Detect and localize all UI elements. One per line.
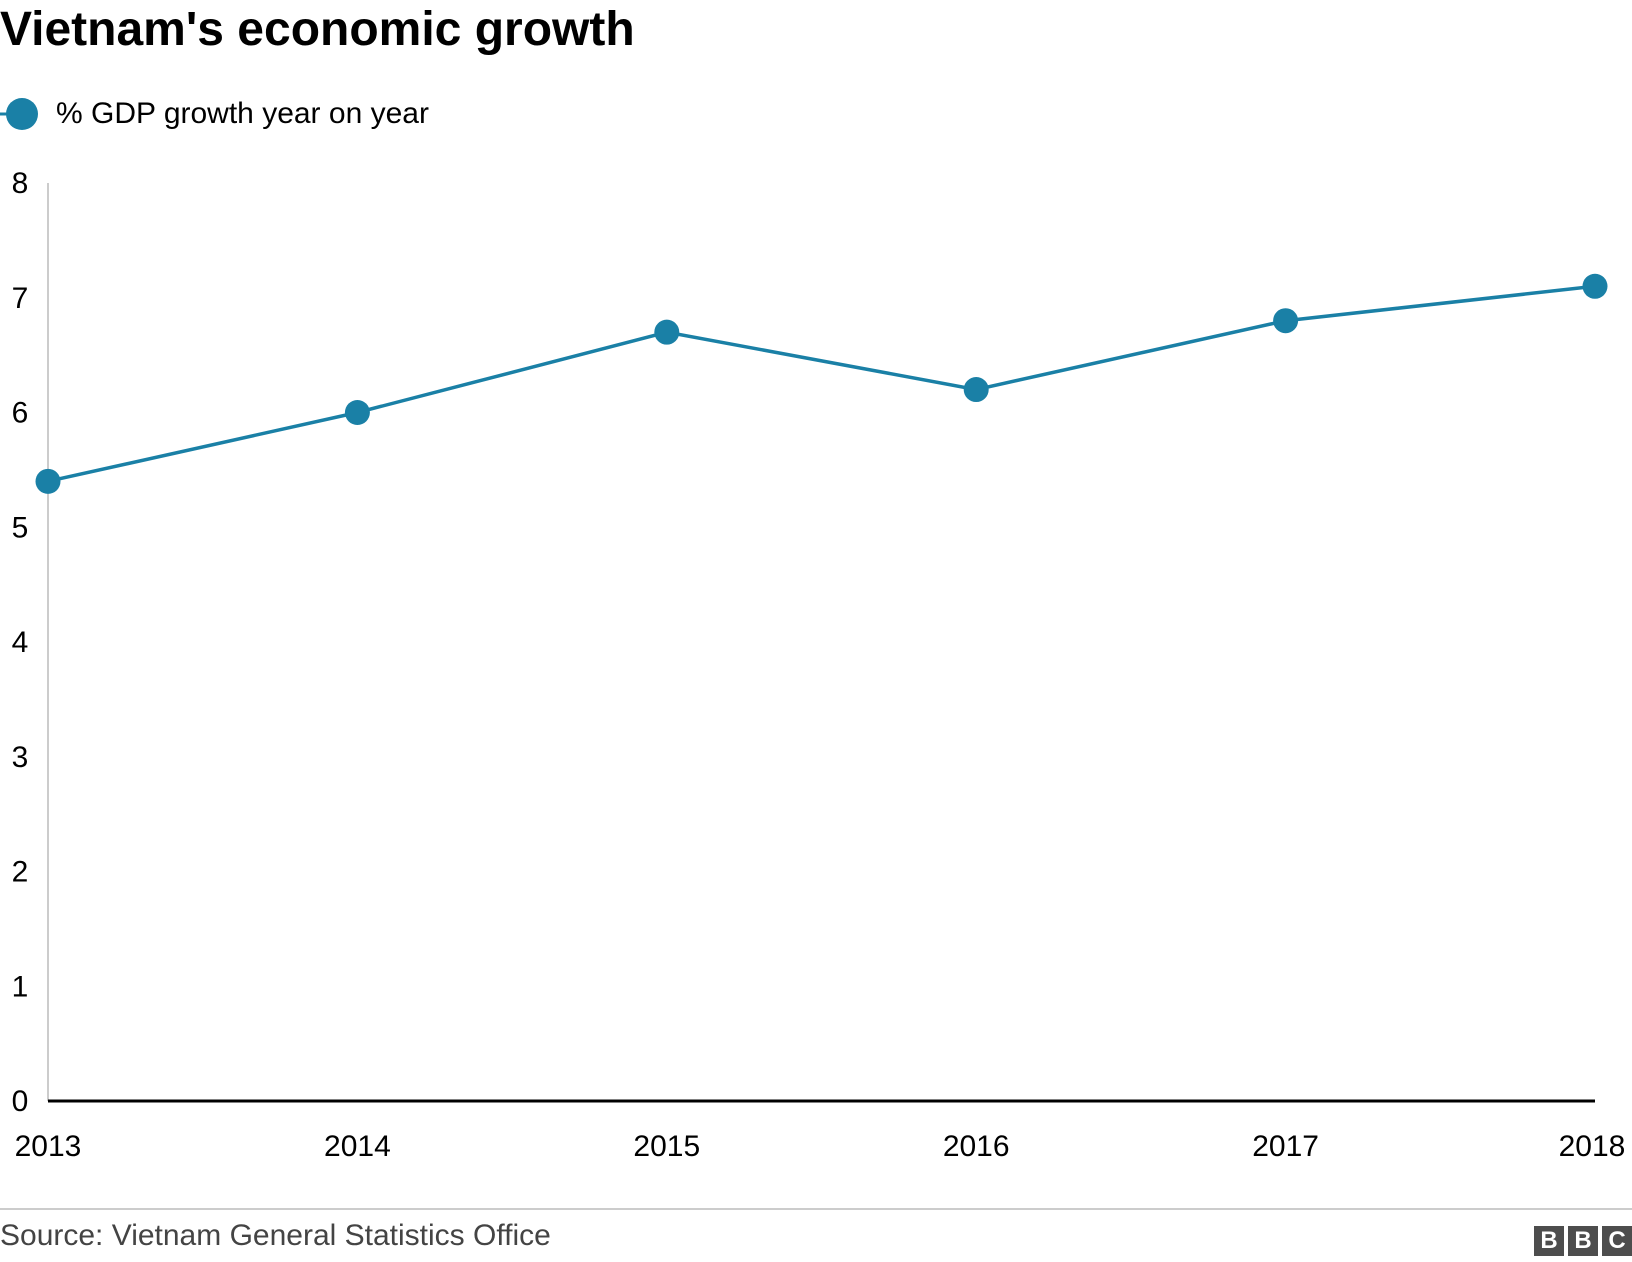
bbc-logo-letter: C bbox=[1602, 1226, 1632, 1256]
data-point bbox=[1582, 273, 1608, 299]
legend-label: % GDP growth year on year bbox=[56, 97, 429, 130]
y-tick-label: 6 bbox=[12, 397, 29, 430]
legend-swatch-icon bbox=[0, 98, 38, 130]
data-points bbox=[35, 273, 1608, 494]
bbc-logo-letter: B bbox=[1568, 1226, 1598, 1256]
y-tick-label: 0 bbox=[12, 1085, 29, 1118]
data-point bbox=[344, 400, 370, 425]
x-tick-label: 2013 bbox=[15, 1130, 82, 1163]
y-tick-label: 3 bbox=[12, 741, 29, 774]
y-tick-label: 5 bbox=[12, 511, 29, 544]
chart-title: Vietnam's economic growth bbox=[0, 3, 635, 56]
y-tick-label: 1 bbox=[12, 970, 29, 1003]
y-axis-ticks: 0 1 2 3 4 5 6 7 8 bbox=[12, 167, 29, 1118]
x-tick-label: 2015 bbox=[633, 1130, 700, 1163]
data-point bbox=[1273, 308, 1299, 334]
y-tick-label: 8 bbox=[12, 167, 29, 200]
legend: % GDP growth year on year bbox=[0, 92, 429, 136]
bbc-logo-letter: B bbox=[1534, 1226, 1564, 1256]
footer-divider bbox=[0, 1208, 1632, 1210]
x-tick-label: 2016 bbox=[943, 1130, 1010, 1163]
data-point bbox=[963, 377, 989, 403]
x-tick-label: 2018 bbox=[1559, 1130, 1626, 1163]
x-axis-ticks: 2013 2014 2015 2016 2017 2018 bbox=[15, 1130, 1626, 1163]
y-tick-label: 2 bbox=[12, 856, 29, 889]
y-tick-label: 4 bbox=[12, 626, 29, 659]
source-note: Source: Vietnam General Statistics Offic… bbox=[0, 1219, 551, 1252]
x-tick-label: 2017 bbox=[1252, 1130, 1319, 1163]
series-line bbox=[47, 284, 1596, 484]
y-tick-label: 7 bbox=[12, 282, 29, 315]
data-point bbox=[654, 319, 680, 345]
x-tick-label: 2014 bbox=[324, 1130, 391, 1163]
bbc-logo: B B C bbox=[1534, 1226, 1632, 1256]
data-point bbox=[35, 468, 61, 494]
